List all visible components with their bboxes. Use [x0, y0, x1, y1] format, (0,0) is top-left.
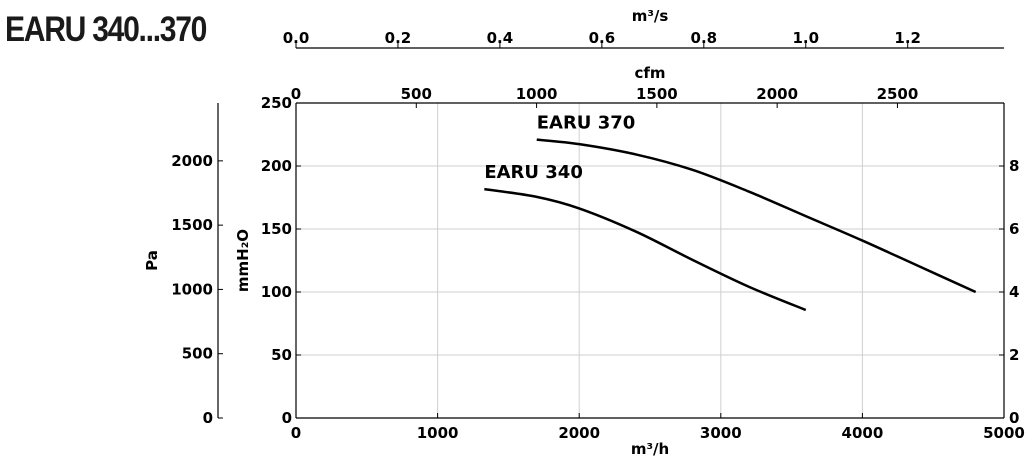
mmh2o-tick-label: 0 — [282, 409, 292, 427]
pa-tick-label: 2000 — [171, 152, 213, 170]
x-tick-label: 5000 — [983, 424, 1025, 442]
mmh2o-tick-label: 150 — [261, 220, 292, 238]
mmh2o-tick-label: 50 — [271, 346, 292, 364]
mmh2o-tick-label: 250 — [261, 94, 292, 112]
cfm-tick-label: 1000 — [516, 85, 558, 103]
x-tick-label: 2000 — [558, 424, 600, 442]
series-label-1: EARU 370 — [537, 113, 636, 134]
m3s-tick-label: 0.2 — [385, 29, 412, 47]
x-tick-label: 1000 — [417, 424, 459, 442]
m3s-tick-label: 0.4 — [487, 29, 514, 47]
series-line-2 — [484, 187, 807, 312]
pa-tick-label: 0 — [203, 409, 213, 427]
series-lines: EARU 370 EARU 340 — [484, 113, 977, 312]
mmh2o-tick-label: 100 — [261, 283, 292, 301]
mmh2o-axis-label: mmH₂O — [234, 229, 252, 292]
cfm-tick-label: 500 — [401, 85, 432, 103]
grid-lines — [295, 102, 1005, 419]
cfm-tick-label: 2000 — [756, 85, 798, 103]
right-tick-label: 4 — [1009, 283, 1019, 301]
cfm-tick-label: 0 — [291, 85, 301, 103]
cfm-tick-label: 2500 — [877, 85, 919, 103]
m3s-tick-label: 0.0 — [283, 29, 310, 47]
pa-tick-label: 1500 — [171, 216, 213, 234]
right-tick-label: 2 — [1009, 346, 1019, 364]
x-tick-label: 4000 — [842, 424, 884, 442]
m3s-axis-label: m³/s — [632, 7, 669, 25]
tick-labels: 0 1000 2000 3000 4000 50000501001502002500500… — [171, 29, 1025, 442]
chart-title: EARU 340...370 — [5, 10, 207, 49]
m3s-tick-label: 1.0 — [792, 29, 819, 47]
series-line-1 — [536, 138, 977, 294]
pa-tick-label: 1000 — [171, 280, 213, 298]
x-axis-label: m³/h — [631, 440, 669, 456]
m3s-tick-label: 0.8 — [691, 29, 718, 47]
pa-tick-label: 500 — [182, 345, 213, 363]
cfm-axis-label: cfm — [634, 64, 665, 82]
series-label-2: EARU 340 — [484, 162, 583, 183]
x-tick-label: 3000 — [700, 424, 742, 442]
axis-labels: m³/h mmH₂O Pa cfm m³/s — [143, 7, 669, 456]
pa-axis-label: Pa — [143, 250, 161, 271]
right-tick-label: 8 — [1009, 157, 1019, 175]
x-tick-label: 0 — [291, 424, 301, 442]
m3s-tick-label: 0.6 — [589, 29, 616, 47]
right-tick-label: 0 — [1009, 409, 1019, 427]
axes — [217, 43, 1005, 419]
right-tick-label: 6 — [1009, 220, 1019, 238]
mmh2o-tick-label: 200 — [261, 157, 292, 175]
m3s-tick-label: 1.2 — [894, 29, 921, 47]
cfm-tick-label: 1500 — [636, 85, 678, 103]
